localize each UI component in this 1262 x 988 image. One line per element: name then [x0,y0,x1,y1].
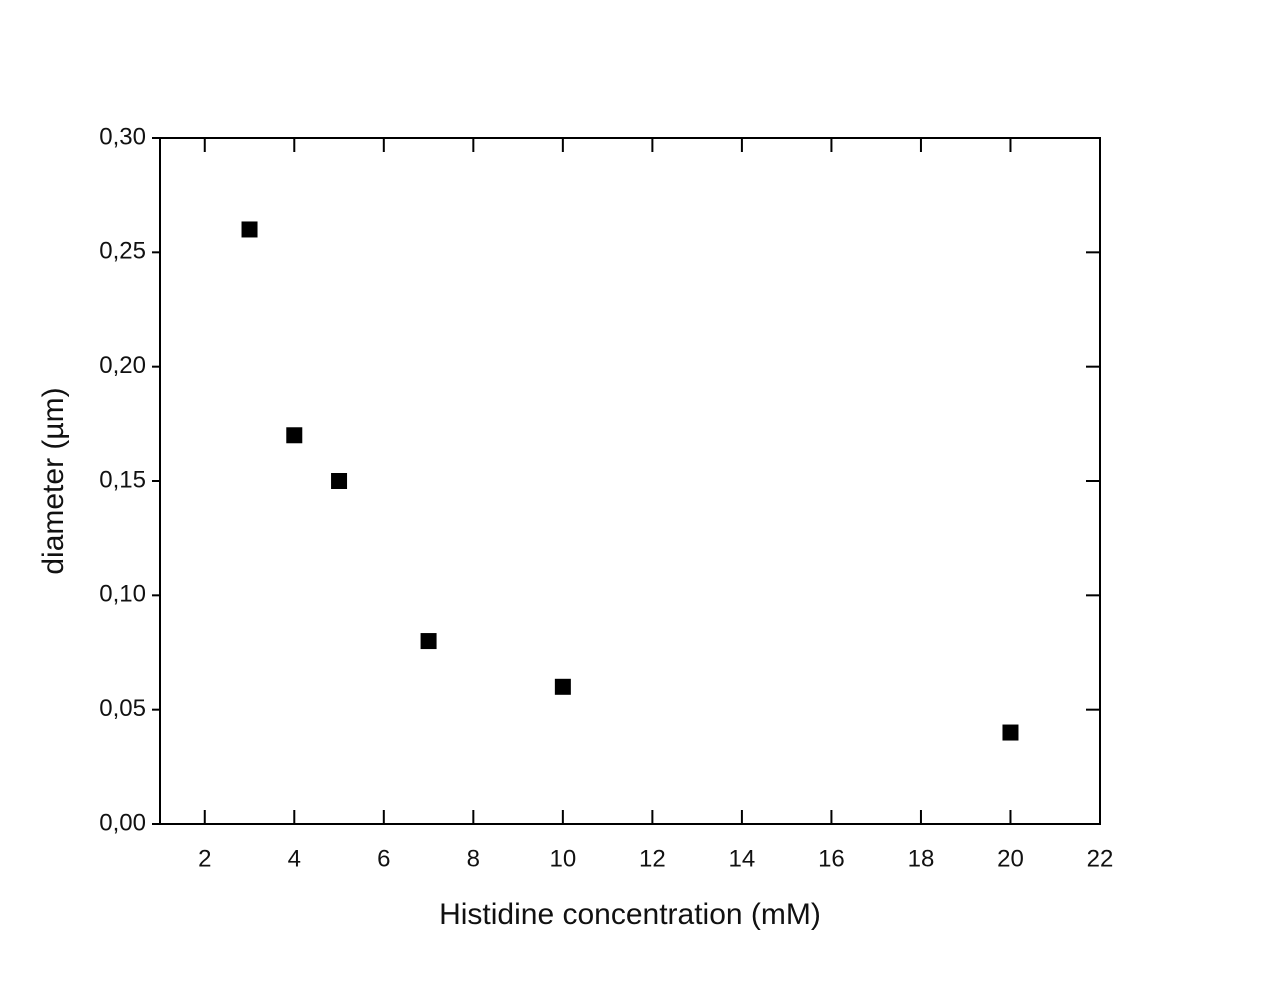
x-tick-label: 8 [467,845,480,872]
x-tick-label: 10 [550,845,577,872]
y-tick-label: 0,05 [99,695,146,722]
x-tick-label: 2 [198,845,211,872]
y-tick-label: 0,25 [99,238,146,265]
x-tick-label: 4 [288,845,301,872]
x-tick-label: 16 [818,845,845,872]
x-tick-label: 22 [1087,845,1114,872]
y-tick-label: 0,20 [99,352,146,379]
point [286,427,303,444]
point [331,473,348,489]
y-tick-label: 0,10 [99,581,146,608]
y-axis-title: diameter (µm) [37,387,70,574]
point [241,221,258,238]
x-tick-label: 18 [908,845,935,872]
plot-frame [159,137,1101,825]
y-tick-label: 0,15 [99,466,146,493]
x-axis-title: Histidine concentration (mM) [439,898,821,931]
x-tick-label: 14 [729,845,756,872]
y-tick-label: 0,30 [99,123,146,150]
x-tick-label: 12 [639,845,666,872]
y-tick-label: 0,00 [99,809,146,836]
point [420,633,437,650]
point [1002,724,1019,741]
point [554,678,571,695]
x-tick-label: 6 [377,845,390,872]
x-tick-label: 20 [997,845,1024,872]
